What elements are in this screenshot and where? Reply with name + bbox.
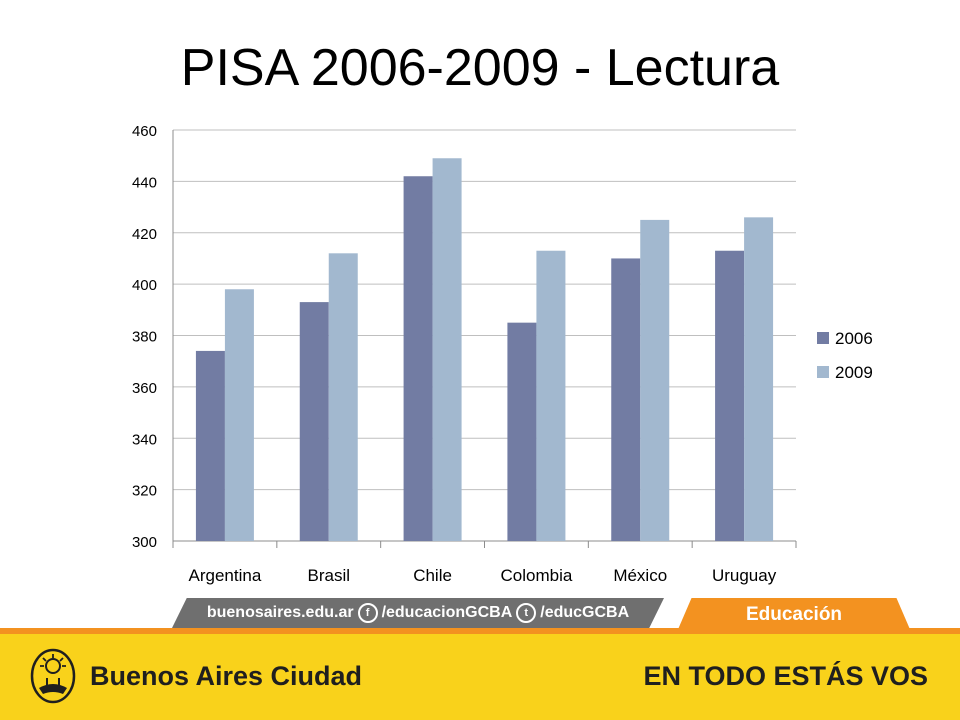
bar-2009 (744, 217, 774, 541)
bar-2009 (224, 289, 254, 541)
y-tick-label: 300 (132, 534, 157, 551)
bar-chart: 300 320 340 360 380 400 420 440 460 Argentina Bras… (132, 123, 873, 585)
section-tab-educacion[interactable]: Educación (676, 598, 912, 632)
website-link[interactable]: buenosaires.edu.ar (206, 604, 354, 621)
footer-band (0, 634, 960, 720)
x-tick-label: Colombia (501, 566, 573, 585)
twitter-icon: t (516, 603, 537, 623)
y-tick-label: 320 (132, 483, 157, 500)
bar-2006 (611, 258, 641, 541)
legend-swatch-2009 (817, 366, 829, 378)
facebook-link[interactable]: /educacionGCBA (381, 604, 513, 621)
bar-2006 (507, 322, 537, 541)
x-tick-label: México (613, 566, 667, 585)
y-tick-label: 340 (132, 431, 157, 448)
y-tick-label: 400 (132, 277, 157, 294)
twitter-link[interactable]: /educGCBA (540, 604, 630, 621)
slide-title: PISA 2006-2009 - Lectura (180, 39, 780, 97)
y-tick-label: 440 (132, 174, 157, 191)
bar-2009 (432, 158, 462, 541)
bar-2009 (328, 253, 358, 542)
footer-divider (0, 628, 960, 634)
y-tick-label: 380 (132, 329, 157, 346)
y-tick-label: 420 (132, 226, 157, 243)
bar-2006 (715, 250, 745, 541)
facebook-icon: f (357, 603, 378, 623)
legend-swatch-2006 (817, 332, 829, 344)
legend-label: 2006 (835, 329, 873, 348)
slogan: EN TODO ESTÁS VOS (643, 661, 928, 691)
x-tick-label: Uruguay (712, 566, 777, 585)
bar-2009 (640, 219, 670, 541)
bar-2006 (403, 176, 433, 542)
bar-2009 (536, 250, 566, 541)
social-links-bar: buenosaires.edu.ar f /educacionGCBA t /e… (172, 598, 664, 628)
x-tick-label: Chile (413, 566, 452, 585)
y-tick-label: 460 (132, 123, 157, 140)
y-tick-label: 360 (132, 380, 157, 397)
bar-2006 (299, 302, 329, 541)
legend-label: 2009 (835, 363, 873, 382)
city-seal-icon (30, 648, 76, 704)
x-tick-label: Argentina (189, 566, 262, 585)
brand-name: Buenos Aires Ciudad (90, 661, 363, 691)
x-tick-label: Brasil (307, 566, 350, 585)
bar-2006 (195, 350, 225, 541)
